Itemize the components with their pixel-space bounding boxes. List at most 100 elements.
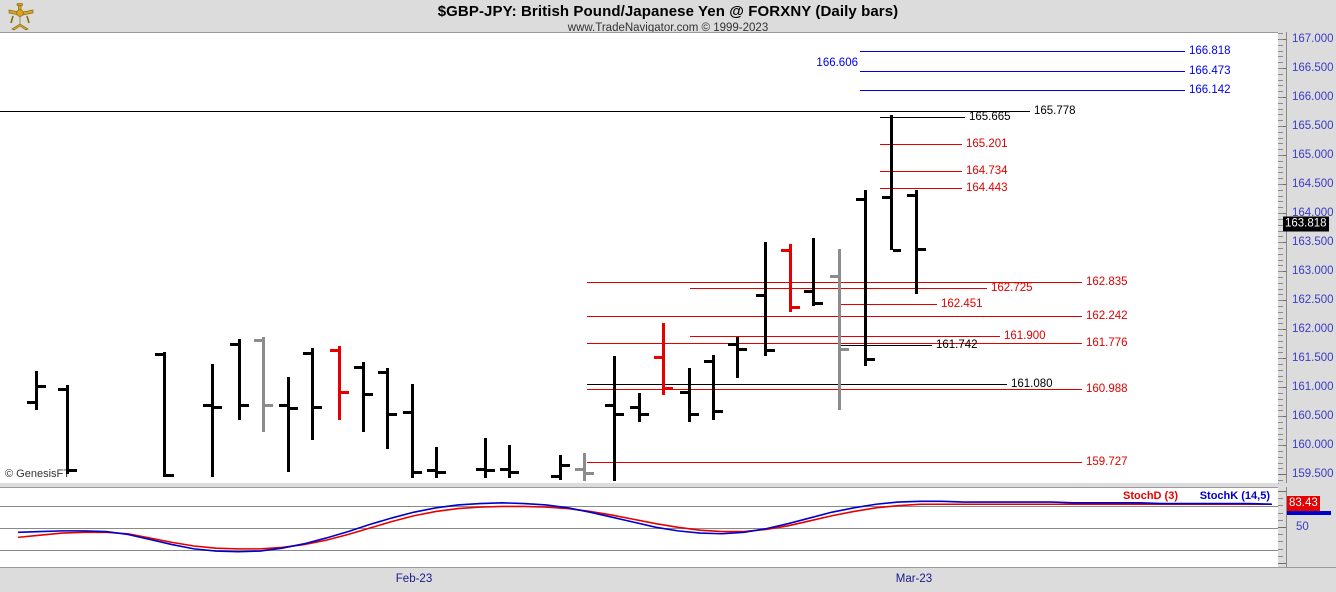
ohlc-bar[interactable] [613,356,616,482]
ohlc-open-tick [630,405,638,409]
price-level-label: 162.451 [941,298,983,310]
ohlc-bar[interactable] [559,454,562,480]
ohlc-bar[interactable] [262,337,265,432]
ohlc-bar[interactable] [311,347,314,441]
price-axis-minor-tick [1278,364,1283,365]
price-level-line[interactable] [690,335,1000,337]
ohlc-bar[interactable] [362,362,365,432]
ohlc-close-tick [341,391,349,395]
date-axis-label: Mar-23 [895,573,933,585]
ohlc-close-tick [867,358,875,362]
price-level-line[interactable] [880,171,962,173]
price-level-line[interactable] [0,110,1030,112]
ohlc-bar[interactable] [583,453,586,482]
ohlc-bar[interactable] [163,351,166,478]
price-axis-minor-tick [1278,323,1283,325]
price-level-line[interactable] [587,316,1082,318]
price-level-line[interactable] [880,117,965,119]
price-axis-minor-tick [1278,230,1283,232]
price-axis-minor-tick [1278,480,1283,482]
ohlc-bar[interactable] [864,189,867,367]
price-axis-minor-tick [1278,79,1283,81]
ohlc-bar[interactable] [484,437,487,479]
price-axis-minor-tick [1278,329,1283,331]
ohlc-bar[interactable] [662,323,665,396]
ohlc-bar[interactable] [338,346,341,421]
ohlc-open-tick [303,352,311,356]
ohlc-bar[interactable] [890,115,893,251]
price-level-label: 161.742 [936,339,978,352]
ohlc-close-tick [265,404,273,408]
price-axis-minor-tick [1278,375,1283,377]
price-level-line[interactable] [838,345,932,347]
price-level-line[interactable] [587,383,1007,385]
ohlc-bar[interactable] [736,337,739,378]
price-axis[interactable]: 163.818 167.000 166.500 166.000 165.500 165.… [1278,32,1336,483]
price-level-line[interactable] [838,304,937,305]
ohlc-bar[interactable] [712,354,715,421]
ohlc-close-tick [166,474,174,478]
price-level-line[interactable] [860,89,1185,91]
stoch-curve [17,500,1273,553]
stochastic-axis[interactable]: 83.43 50 [1278,487,1336,567]
ohlc-open-tick [500,468,508,472]
ohlc-close-tick [815,302,823,306]
ohlc-open-tick [605,404,613,408]
legend-stoch-k: StochK (14,5) [1199,490,1270,502]
price-axis-minor-tick [1278,358,1283,360]
ohlc-bar[interactable] [508,445,511,479]
ohlc-bar[interactable] [764,241,767,357]
ohlc-bar[interactable] [35,370,38,410]
ohlc-bar[interactable] [435,447,438,479]
axis-rail [1286,32,1287,483]
ohlc-close-tick [487,469,495,473]
price-level-line[interactable] [587,281,1082,283]
ohlc-open-tick [354,366,362,370]
ohlc-bar[interactable] [411,383,414,479]
price-axis-minor-tick [1278,311,1283,313]
ohlc-bar[interactable] [238,338,241,421]
ohlc-bar[interactable] [838,248,841,411]
ohlc-bar[interactable] [66,385,69,475]
ohlc-open-tick [907,193,915,197]
price-axis-minor-tick [1278,451,1283,453]
price-level-line[interactable] [860,70,1185,72]
price-axis-minor-tick [1278,317,1283,319]
price-level-line[interactable] [587,388,1082,390]
price-level-line[interactable] [880,144,962,146]
ohlc-bar[interactable] [789,244,792,312]
stochastic-panel[interactable]: StochD (3) StochK (14,5) [0,487,1279,569]
price-axis-label: 164.500 [1292,178,1334,191]
ohlc-bar[interactable] [638,392,641,422]
stoch-axis-tick [1278,491,1286,492]
stochastic-curves [17,500,1273,553]
price-level-line[interactable] [860,50,1185,52]
ohlc-bar[interactable] [386,367,389,450]
ohlc-open-tick [680,391,688,395]
ohlc-open-tick [378,370,386,374]
stoch-axis-tick [1278,527,1286,528]
ohlc-bar[interactable] [688,367,691,422]
price-axis-minor-tick [1278,305,1283,307]
price-level-line[interactable] [587,343,1082,345]
ohlc-open-tick [403,411,411,415]
ohlc-close-tick [691,412,699,416]
price-axis-minor-tick [1278,369,1283,371]
price-level-line[interactable] [880,188,962,190]
ohlc-open-tick [427,469,435,473]
ohlc-bar[interactable] [915,189,918,295]
price-level-label: 161.776 [1086,337,1128,350]
ohlc-bar[interactable] [812,238,815,306]
ohlc-bar[interactable] [287,376,290,473]
ohlc-open-tick [882,195,890,199]
price-level-line[interactable] [587,462,1082,464]
ohlc-bar[interactable] [211,363,214,478]
price-axis-minor-tick [1278,120,1283,122]
ohlc-close-tick [586,472,594,476]
price-axis-minor-tick [1278,387,1283,389]
price-axis-minor-tick [1278,97,1283,98]
price-level-label: 164.443 [966,182,1008,195]
price-chart-panel[interactable]: © GenesisFT 166.818 166.606 166.473 166.142… [0,32,1279,484]
vendor-watermark: © GenesisFT [5,468,70,480]
legend-stoch-d: StochD (3) [1123,490,1178,502]
